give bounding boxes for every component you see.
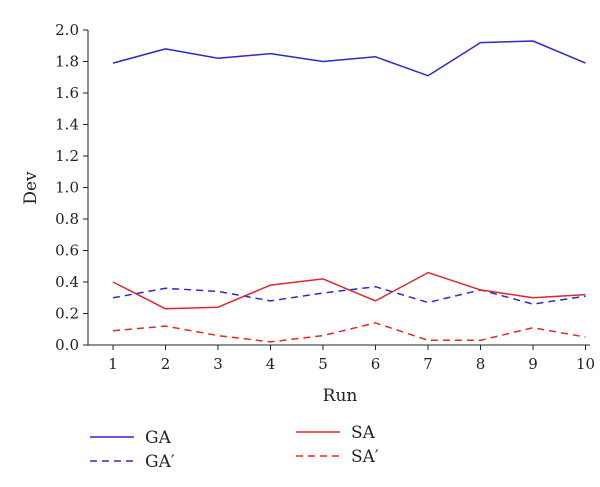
y-tick-label: 1.8 [55,53,79,71]
legend: GA GA′ SA SA′ [90,423,379,472]
x-tick-label: 10 [576,355,595,373]
y-tick-label: 0.0 [55,336,79,354]
y-tick-label: 1.2 [55,147,79,165]
y-tick-label: 1.0 [55,179,79,197]
y-tick-label: 0.8 [55,210,79,228]
axes [83,29,590,350]
x-tick-label: 8 [476,355,486,373]
y-tick-label: 1.4 [55,116,79,134]
series-line [112,40,586,77]
y-tick-label: 0.2 [55,305,79,323]
x-tick-label: 5 [318,355,328,373]
y-axis-title: Dev [21,171,41,205]
legend-label: SA [351,423,376,443]
tick-labels: 0.0 0.2 0.4 0.6 0.8 1.0 1.2 1.4 1.6 1.8 2.0 1 2 3 4 5 6 7… [55,21,595,373]
y-tick-label: 0.6 [55,242,79,260]
y-tick-label: 0.4 [55,273,79,291]
y-tick-label: 2.0 [55,21,79,39]
x-tick-label: 7 [423,355,433,373]
legend-label: GA [145,428,172,448]
legend-label: GA′ [145,452,175,472]
x-tick-label: 4 [266,355,276,373]
x-tick-label: 6 [371,355,381,373]
series-line [112,285,586,305]
legend-label: SA′ [351,447,379,467]
x-tick-label: 9 [528,355,538,373]
x-tick-label: 1 [108,355,118,373]
x-tick-label: 2 [161,355,171,373]
series-line [112,271,586,310]
x-tick-label: 3 [213,355,223,373]
series-line [112,322,586,343]
series-lines [112,40,586,343]
x-axis-title: Run [323,386,358,406]
y-tick-label: 1.6 [55,84,79,102]
